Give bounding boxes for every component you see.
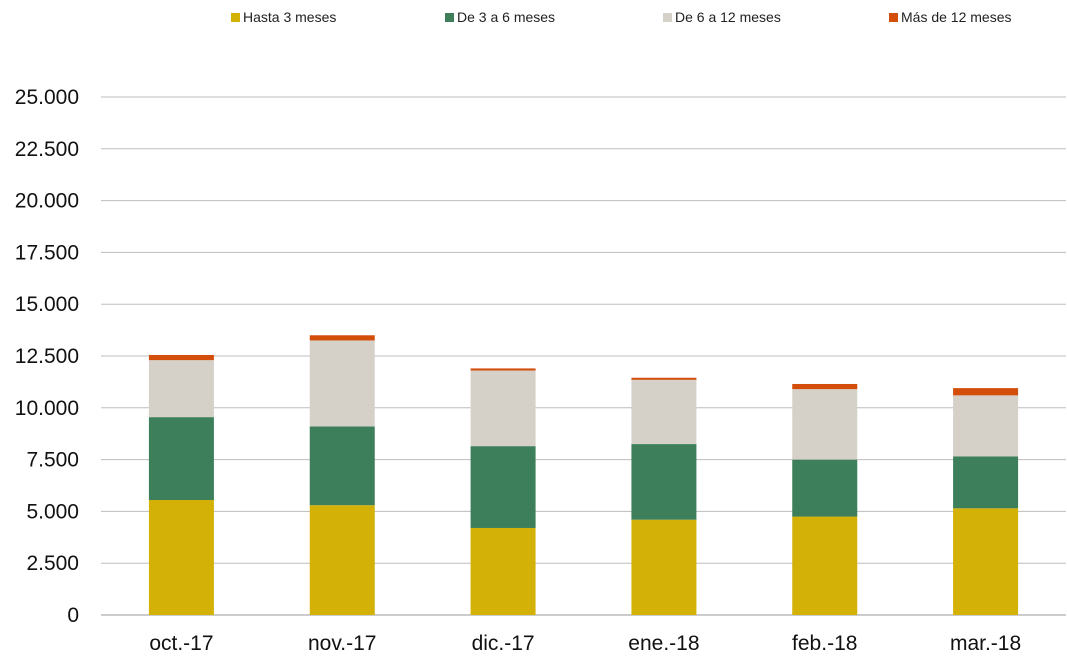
bar-segment-3 xyxy=(470,368,536,371)
y-tick-label: 5.000 xyxy=(26,500,79,523)
y-tick-label: 2.500 xyxy=(26,552,79,575)
x-tick-label: ene.-18 xyxy=(628,632,699,655)
bar-segment-2 xyxy=(309,340,375,427)
legend-label: De 3 a 6 meses xyxy=(457,9,556,25)
y-axis-ticks: 0 2.500 5.000 7.500 10.000 12.500 15.000 17.500… xyxy=(15,86,79,627)
y-tick-label: 0 xyxy=(67,604,79,627)
legend-item-de-6-a-12-meses: De 6 a 12 meses xyxy=(663,9,781,25)
y-tick-label: 15.000 xyxy=(15,293,79,316)
y-tick-label: 22.500 xyxy=(15,138,79,161)
bar-segment-0 xyxy=(309,505,375,615)
y-tick-label: 7.500 xyxy=(26,449,79,472)
legend-swatch-icon xyxy=(231,12,240,22)
bar-segment-1 xyxy=(148,417,214,501)
x-tick-label: feb.-18 xyxy=(792,632,857,655)
bar-segment-1 xyxy=(953,456,1019,509)
bar-segment-2 xyxy=(631,379,697,445)
bar-segment-3 xyxy=(792,383,858,390)
legend-label: Hasta 3 meses xyxy=(243,9,337,25)
bars xyxy=(148,335,1019,615)
x-tick-label: mar.-18 xyxy=(950,632,1021,655)
y-tick-label: 25.000 xyxy=(15,86,79,109)
legend-swatch-icon xyxy=(663,12,672,22)
legend-swatch-icon xyxy=(889,12,898,22)
bar-segment-3 xyxy=(953,388,1019,396)
bar-segment-1 xyxy=(631,444,697,520)
legend-label: De 6 a 12 meses xyxy=(675,9,781,25)
legend-item-hasta-3-meses: Hasta 3 meses xyxy=(231,9,336,25)
bar-segment-1 xyxy=(792,459,858,517)
bar-segment-3 xyxy=(631,377,697,380)
legend-swatch-icon xyxy=(445,12,454,22)
legend-item-de-3-a-6-meses: De 3 a 6 meses xyxy=(445,9,555,25)
bar-segment-3 xyxy=(148,354,214,361)
bar-segment-0 xyxy=(792,516,858,615)
bar-segment-2 xyxy=(148,360,214,418)
y-tick-label: 12.500 xyxy=(15,345,79,368)
x-tick-label: oct.-17 xyxy=(149,632,213,655)
y-tick-label: 10.000 xyxy=(15,397,79,420)
bar-segment-0 xyxy=(470,527,536,615)
legend: Hasta 3 meses De 3 a 6 meses De 6 a 12 m… xyxy=(0,9,1067,29)
bar-segment-1 xyxy=(470,446,536,528)
bar-segment-0 xyxy=(631,519,697,615)
legend-label: Más de 12 meses xyxy=(901,9,1012,25)
bar-segment-3 xyxy=(309,335,375,341)
x-tick-label: dic.-17 xyxy=(472,632,535,655)
y-tick-label: 20.000 xyxy=(15,190,79,213)
x-axis-ticks: oct.-17 nov.-17 dic.-17 ene.-18 feb.-18 mar.-… xyxy=(149,632,1021,655)
gridlines xyxy=(101,96,1066,616)
y-tick-label: 17.500 xyxy=(15,241,79,264)
bar-segment-2 xyxy=(953,395,1019,457)
bar-segment-0 xyxy=(148,500,214,615)
bar-segment-0 xyxy=(953,508,1019,615)
bar-segment-2 xyxy=(470,370,536,447)
legend-item-mas-de-12-meses: Más de 12 meses xyxy=(889,9,1012,25)
bar-segment-1 xyxy=(309,426,375,506)
bar-segment-2 xyxy=(792,389,858,460)
x-tick-label: nov.-17 xyxy=(308,632,377,655)
